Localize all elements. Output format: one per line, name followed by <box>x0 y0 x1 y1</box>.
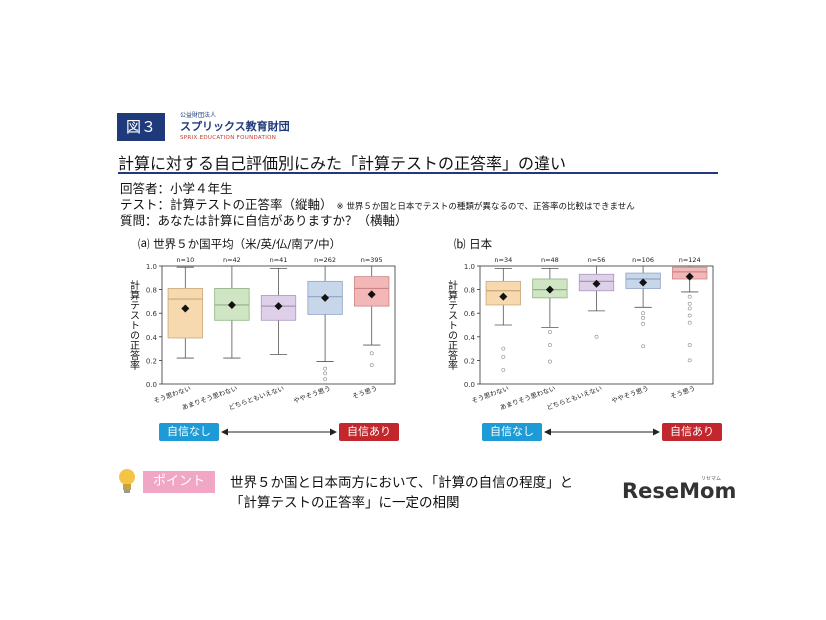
category-label: そう思う <box>351 384 378 400</box>
org-english-name: SPRIX EDUCATION FOUNDATION <box>180 135 277 141</box>
mean-marker <box>685 272 694 281</box>
category-label: そう思う <box>669 384 696 400</box>
outlier-point <box>323 366 328 371</box>
question-line: 質問：あなたは計算に自信がありますか？（横軸） <box>120 213 408 228</box>
y-tick-label: 0.2 <box>464 357 475 365</box>
mean-marker <box>545 285 554 294</box>
mean-marker <box>639 278 648 287</box>
sample-size-label: n=10 <box>176 256 194 264</box>
sample-size-label: n=34 <box>494 256 512 264</box>
y-axis-label: 計算テストの正答率 <box>446 279 458 371</box>
outlier-point <box>548 343 552 347</box>
point-line-2: 「計算テストの正答率」に一定の相関 <box>230 495 460 511</box>
panel-b-title: ⒝ 日本 <box>454 237 493 251</box>
figure-title: 計算に対する自己評価別にみた「計算テストの正答率」の違い <box>118 154 567 173</box>
mean-marker <box>592 279 601 288</box>
y-tick-label: 1.0 <box>146 263 157 271</box>
confidence-arrow-a <box>221 428 337 436</box>
org-type: 公益財団法人 <box>180 112 217 119</box>
y-tick-label: 0.6 <box>464 310 476 318</box>
box <box>167 288 203 339</box>
sample-size-label: n=106 <box>632 256 654 264</box>
chart-japan: 0.00.20.40.60.81.0計算テストの正答率n=34そう思わないn=4… <box>446 256 714 412</box>
sample-size-label: n=48 <box>541 256 559 264</box>
outlier-point <box>501 367 506 372</box>
outlier-point <box>641 316 646 320</box>
point-line-1: 世界５か国と日本両方において、「計算の自信の程度」と <box>230 475 574 491</box>
y-axis-label: 計算テストの正答率 <box>128 279 140 371</box>
outlier-point <box>687 301 692 306</box>
mean-marker <box>181 304 190 313</box>
lightbulb-icon <box>119 469 135 493</box>
outlier-point <box>548 330 552 334</box>
y-tick-label: 0.4 <box>464 334 476 342</box>
y-tick-label: 1.0 <box>464 263 475 271</box>
confidence-arrow-b <box>544 428 660 436</box>
panel-a-title: ⒜ 世界５か国平均（米/英/仏/南ア/中） <box>138 237 342 251</box>
y-tick-label: 0.0 <box>146 381 157 389</box>
outlier-point <box>594 334 599 339</box>
title-underline <box>118 172 718 174</box>
outlier-point <box>548 359 552 364</box>
outlier-point <box>323 371 328 376</box>
mean-marker <box>227 300 236 309</box>
y-tick-label: 0.2 <box>146 357 157 365</box>
sample-size-label: n=395 <box>361 256 383 264</box>
sample-size-label: n=42 <box>223 256 241 264</box>
outlier-point <box>323 377 328 382</box>
outlier-point <box>641 321 646 326</box>
y-tick-label: 0.0 <box>464 381 475 389</box>
outlier-point <box>501 354 506 359</box>
high-confidence-tag-japan: 自信あり <box>662 423 722 441</box>
point-badge: ポイント <box>143 471 215 493</box>
respondents-line: 回答者：小学４年生 <box>120 181 233 196</box>
y-tick-label: 0.8 <box>146 287 157 295</box>
test-label: テスト：計算テストの正答率（縦軸） <box>120 197 333 212</box>
organization-logo: 公益財団法人 スプリックス教育財団 SPRIX EDUCATION FOUNDA… <box>180 112 290 142</box>
outlier-point <box>687 343 692 347</box>
resemom-logo: ReseMom <box>622 479 737 503</box>
sample-size-label: n=56 <box>588 256 606 264</box>
mean-marker <box>321 293 330 302</box>
y-tick-label: 0.6 <box>146 310 158 318</box>
test-note: ※ 世界５か国と日本でテストの種類が異なるので、正答率の比較はできません <box>336 202 635 212</box>
outlier-point <box>641 311 646 316</box>
outlier-point <box>369 363 374 368</box>
plot-frame <box>161 265 396 385</box>
sample-size-label: n=124 <box>679 256 701 264</box>
outlier-point <box>687 313 692 318</box>
outlier-point <box>501 346 506 351</box>
low-confidence-tag: 自信なし <box>159 423 219 441</box>
test-line: テスト：計算テストの正答率（縦軸） ※ 世界５か国と日本でテストの種類が異なるの… <box>120 194 635 213</box>
outlier-point <box>687 320 692 325</box>
category-label: ややそう思う <box>610 384 649 405</box>
mean-marker <box>499 292 508 301</box>
resemom-logo-sub: リセマム <box>701 476 722 482</box>
outlier-point <box>641 344 646 349</box>
y-tick-label: 0.8 <box>464 287 475 295</box>
high-confidence-tag: 自信あり <box>339 423 399 441</box>
sample-size-label: n=41 <box>270 256 288 264</box>
outlier-point <box>687 306 692 311</box>
mean-marker <box>367 290 376 299</box>
org-name: スプリックス教育財団 <box>180 120 290 133</box>
low-confidence-tag-japan: 自信なし <box>482 423 542 441</box>
outlier-point <box>687 358 692 363</box>
chart-world-average: 0.00.20.40.60.81.0計算テストの正答率n=10そう思わないn=4… <box>128 256 396 412</box>
sample-size-label: n=262 <box>314 256 336 264</box>
y-tick-label: 0.4 <box>146 334 158 342</box>
outlier-point <box>369 351 374 356</box>
figure-badge: 図３ <box>117 113 165 141</box>
outlier-point <box>687 294 692 299</box>
category-label: ややそう思う <box>292 384 331 405</box>
mean-marker <box>274 302 283 311</box>
